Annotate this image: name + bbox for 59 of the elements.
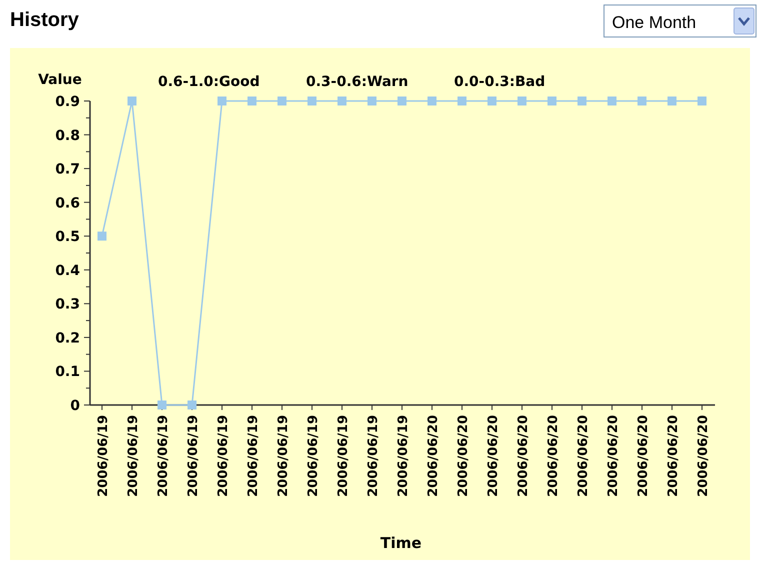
y-tick-label: 0.2 bbox=[55, 330, 80, 346]
y-tick-label: 0.1 bbox=[55, 364, 80, 380]
x-tick-label: 2006/06/19 bbox=[276, 415, 291, 497]
x-tick-label: 2006/06/19 bbox=[96, 415, 111, 497]
point bbox=[338, 96, 346, 106]
y-tick-label: 0 bbox=[70, 398, 80, 414]
x-tick-label: 2006/06/20 bbox=[426, 415, 441, 497]
x-axis-title: Time bbox=[380, 534, 422, 552]
y-tick-label: 0.3 bbox=[55, 296, 80, 313]
point bbox=[458, 96, 466, 106]
x-tick-label: 2006/06/19 bbox=[366, 415, 381, 497]
y-tick-label: 0.7 bbox=[55, 162, 80, 178]
x-tick-label: 2006/06/19 bbox=[336, 415, 351, 497]
x-tick-label: 2006/06/20 bbox=[456, 415, 471, 497]
x-tick-label: 2006/06/19 bbox=[216, 415, 231, 497]
point bbox=[488, 96, 496, 106]
x-tick-label: 2006/06/20 bbox=[636, 415, 651, 497]
y-tick-label: 0.9 bbox=[55, 94, 80, 110]
point bbox=[278, 96, 286, 106]
point bbox=[158, 400, 166, 410]
x-tick-label: 2006/06/19 bbox=[126, 415, 141, 497]
chart-title: History bbox=[10, 9, 80, 31]
point bbox=[398, 96, 406, 106]
y-tick-label: 0.8 bbox=[55, 128, 80, 144]
x-tick-label: 2006/06/20 bbox=[516, 415, 531, 497]
y-tick-label: 0.5 bbox=[55, 229, 80, 246]
point bbox=[548, 96, 556, 106]
x-tick-label: 2006/06/19 bbox=[186, 415, 201, 497]
point bbox=[518, 96, 526, 106]
point bbox=[248, 96, 256, 106]
point bbox=[308, 96, 316, 106]
y-axis-title: Value bbox=[38, 72, 82, 88]
point bbox=[218, 96, 226, 106]
y-tick-label: 0.4 bbox=[55, 262, 80, 279]
text: 0.3-0.6:Warn bbox=[306, 74, 408, 90]
point bbox=[98, 232, 106, 241]
point bbox=[128, 96, 136, 106]
text: 0.0-0.3:Bad bbox=[454, 74, 546, 90]
point bbox=[608, 96, 616, 106]
x-tick-label: 2006/06/20 bbox=[606, 415, 621, 497]
x-tick-label: 2006/06/19 bbox=[306, 415, 321, 497]
point bbox=[578, 96, 586, 106]
point bbox=[368, 96, 376, 106]
point bbox=[638, 96, 646, 106]
x-tick-label: 2006/06/20 bbox=[486, 415, 501, 497]
x-tick-label: 2006/06/19 bbox=[246, 415, 261, 497]
point bbox=[428, 96, 436, 106]
y-tick-label: 0.6 bbox=[55, 195, 80, 212]
point bbox=[698, 96, 706, 106]
text: 0.6-1.0:Good bbox=[158, 74, 260, 90]
x-tick-label: 2006/06/20 bbox=[666, 415, 681, 497]
x-tick-label: 2006/06/19 bbox=[156, 415, 171, 497]
x-tick-label: 2006/06/20 bbox=[576, 415, 591, 497]
x-tick-label: 2006/06/19 bbox=[396, 415, 411, 497]
point bbox=[668, 96, 676, 106]
x-tick-label: 2006/06/20 bbox=[696, 415, 711, 497]
point bbox=[188, 400, 196, 410]
x-tick-label: 2006/06/20 bbox=[546, 415, 561, 497]
text: One Month bbox=[612, 13, 696, 32]
